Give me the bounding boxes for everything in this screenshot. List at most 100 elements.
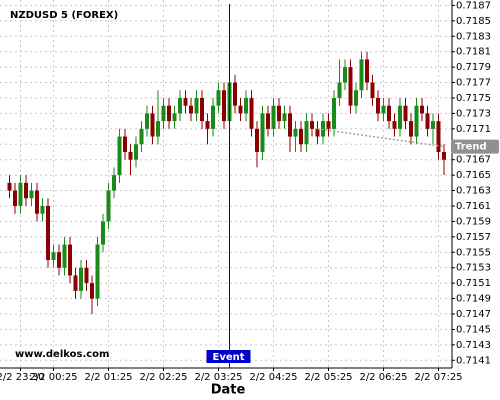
- x-tick-label: 2/2 02:25: [139, 372, 187, 383]
- event-label-box: [206, 350, 251, 363]
- y-tick-label: 0.7175: [456, 93, 491, 104]
- candle-body: [282, 113, 287, 122]
- candle-body: [370, 82, 375, 98]
- y-tick-label: 0.7187: [456, 0, 491, 11]
- candle-body: [13, 190, 17, 206]
- candle-body: [299, 128, 303, 145]
- chart-title: NZDUSD 5 (FOREX): [10, 10, 118, 21]
- candle-body: [161, 105, 166, 122]
- candle-body: [260, 113, 265, 152]
- event-label: Event: [212, 352, 244, 363]
- candle-body: [409, 121, 413, 137]
- y-tick-label: 0.7179: [456, 62, 491, 73]
- candle-body: [106, 190, 111, 222]
- y-tick-label: 0.7183: [456, 31, 491, 42]
- candle-body: [392, 121, 397, 129]
- trend-label-box: [451, 139, 499, 154]
- y-tick-label: 0.7181: [456, 47, 491, 58]
- candle-body: [255, 128, 259, 152]
- candle-body: [95, 244, 100, 299]
- x-tick-label: 2/2 00:25: [29, 372, 77, 383]
- candle-body: [354, 90, 358, 106]
- candle-body: [420, 105, 424, 114]
- candle-body: [73, 275, 78, 291]
- candle-body: [46, 205, 50, 260]
- y-tick-label: 0.7141: [456, 355, 491, 366]
- candle-body: [24, 182, 28, 199]
- candle-body: [326, 121, 331, 129]
- candle-body: [293, 128, 298, 137]
- candle-body: [7, 182, 12, 191]
- y-tick-label: 0.7177: [456, 78, 491, 89]
- candle-body: [29, 190, 34, 199]
- y-tick-label: 0.7153: [456, 263, 491, 274]
- candle-body: [387, 105, 391, 122]
- candle-body: [403, 105, 408, 122]
- y-tick-label: 0.7143: [456, 340, 491, 351]
- candle-body: [343, 67, 347, 83]
- candle-body: [398, 105, 402, 129]
- candle-body: [84, 267, 89, 284]
- y-tick-label: 0.7165: [456, 170, 491, 181]
- candle-body: [150, 113, 155, 137]
- candle-body: [431, 121, 435, 129]
- x-tick-label: 2/2 03:25: [194, 372, 242, 383]
- y-tick-label: 0.7167: [456, 155, 491, 166]
- candle-body: [348, 67, 353, 106]
- x-tick-label: 2/2 04:25: [249, 372, 297, 383]
- candle-body: [332, 97, 336, 129]
- candle-body: [266, 113, 270, 129]
- candle-body: [189, 105, 193, 114]
- y-tick-label: 0.7155: [456, 247, 491, 258]
- candle-body: [57, 252, 61, 268]
- candle-body: [183, 97, 188, 106]
- candle-body: [51, 252, 56, 260]
- x-tick-label: 2/2 05:25: [304, 372, 352, 383]
- candle-body: [376, 97, 380, 114]
- candle-body: [101, 221, 105, 245]
- candle-body: [359, 59, 364, 91]
- candle-body: [68, 244, 72, 276]
- candle-body: [277, 105, 281, 122]
- x-axis-title: Date: [211, 383, 246, 398]
- candle-body: [117, 136, 122, 176]
- candle-body: [414, 105, 419, 137]
- candle-body: [139, 128, 144, 145]
- candle-body: [134, 144, 138, 160]
- y-tick-label: 0.7145: [456, 324, 491, 335]
- candle-body: [123, 136, 127, 152]
- candle-body: [172, 113, 177, 122]
- candle-body: [205, 121, 210, 129]
- candle-body: [304, 121, 309, 145]
- candle-body: [200, 97, 204, 122]
- candle-body: [233, 82, 237, 106]
- y-tick-label: 0.7171: [456, 124, 491, 135]
- y-tick-label: 0.7157: [456, 232, 491, 243]
- candle-body: [18, 182, 23, 206]
- candle-body: [310, 121, 314, 129]
- candle-body: [79, 267, 83, 291]
- candle-body: [315, 128, 320, 137]
- y-tick-label: 0.7149: [456, 294, 491, 305]
- plot-area: [0, 0, 452, 368]
- candle-body: [271, 105, 276, 129]
- y-tick-label: 0.7185: [456, 16, 491, 27]
- candle-body: [211, 105, 215, 129]
- x-tick-label: 2/2 01:25: [84, 372, 132, 383]
- candle-body: [112, 175, 116, 191]
- candle-body: [365, 59, 369, 83]
- candle-body: [436, 121, 441, 152]
- candle-body: [178, 97, 182, 114]
- candle-body: [442, 151, 446, 160]
- candle-body: [249, 97, 254, 129]
- candle-body: [238, 105, 243, 114]
- candle-body: [244, 97, 248, 114]
- candle-body: [90, 283, 94, 299]
- candle-body: [194, 97, 199, 114]
- candle-body: [167, 105, 171, 122]
- y-tick-label: 0.7159: [456, 216, 491, 227]
- watermark: www.delkos.com: [15, 349, 109, 360]
- y-tick-label: 0.7163: [456, 186, 491, 197]
- candle-body: [425, 113, 430, 129]
